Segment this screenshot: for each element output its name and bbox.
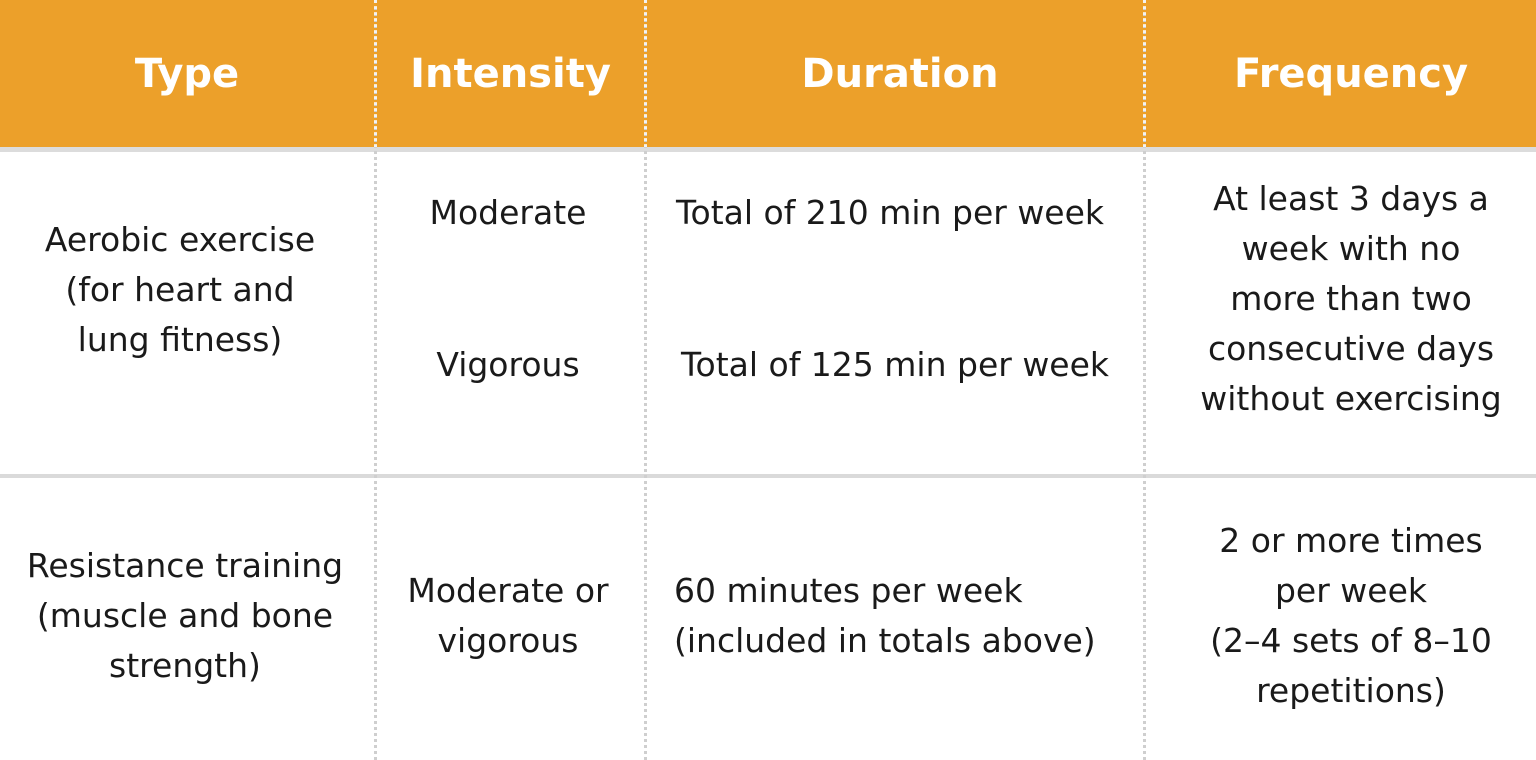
header-column-divider-1 — [374, 0, 377, 147]
header-column-divider-2 — [644, 0, 647, 147]
resistance-intensity-cell: Moderate or vigorous — [407, 571, 609, 660]
resistance-duration-cell: 60 minutes per week (included in totals … — [674, 571, 1096, 660]
aerobic-type-cell: Aerobic exercise (for heart and lung fit… — [44, 220, 316, 359]
resistance-type-cell: Resistance training (muscle and bone str… — [26, 546, 344, 685]
header-intensity: Intensity — [410, 50, 611, 97]
header-frequency: Frequency — [1233, 50, 1469, 97]
column-divider-1 — [374, 0, 377, 760]
header-type: Type — [134, 50, 240, 97]
table-header — [0, 0, 1536, 147]
aerobic-intensity-moderate: Moderate — [429, 193, 587, 232]
column-divider-3 — [1143, 0, 1146, 760]
aerobic-frequency-cell: At least 3 days a week with no more than… — [1200, 179, 1502, 418]
header-duration: Duration — [801, 50, 999, 97]
header-column-divider-3 — [1143, 0, 1146, 147]
header-divider — [0, 147, 1536, 152]
row-divider — [0, 474, 1536, 478]
aerobic-duration-moderate: Total of 210 min per week — [675, 193, 1105, 232]
aerobic-duration-vigorous: Total of 125 min per week — [680, 345, 1110, 384]
resistance-frequency-cell: 2 or more times per week (2–4 sets of 8–… — [1210, 521, 1492, 710]
aerobic-intensity-vigorous: Vigorous — [436, 345, 580, 384]
column-divider-2 — [644, 0, 647, 760]
